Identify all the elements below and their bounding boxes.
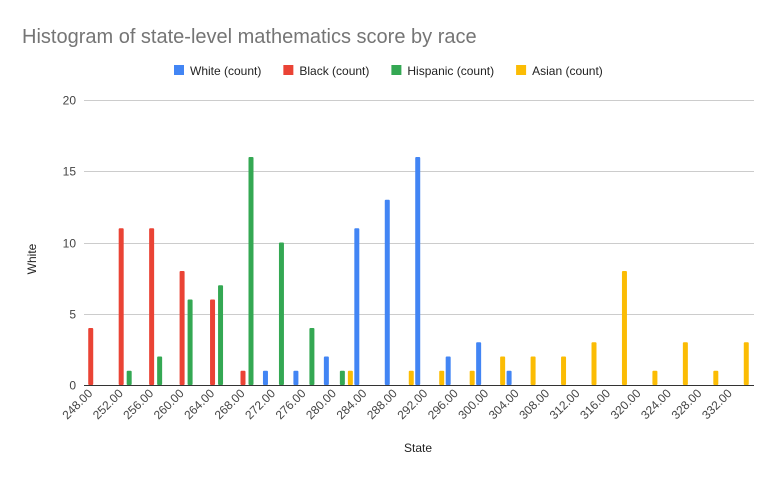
x-tick-label: 276.00: [273, 386, 309, 422]
x-tick-label: 264.00: [181, 386, 217, 422]
legend-item[interactable]: Asian (count): [516, 64, 603, 78]
x-tick-label: 332.00: [699, 386, 735, 422]
bar-white-300.00: [476, 342, 482, 385]
bar-asian-304.00: [530, 356, 536, 385]
bar-hispanic-264.00: [218, 285, 224, 385]
legend-label: Black (count): [299, 64, 369, 78]
legend-label: White (count): [190, 64, 261, 78]
bar-asian-332.00: [743, 342, 749, 385]
x-tick-label: 272.00: [242, 386, 278, 422]
x-tick-label: 268.00: [212, 386, 248, 422]
bar-white-296.00: [445, 356, 451, 385]
y-tick-label: 15: [63, 165, 77, 179]
bar-asian-300.00: [500, 356, 506, 385]
bar-asian-308.00: [561, 356, 567, 385]
bar-asian-324.00: [682, 342, 688, 385]
legend: White (count) Black (count) Hispanic (coun…: [174, 64, 603, 78]
x-tick-label: 256.00: [120, 386, 156, 422]
bar-asian-292.00: [439, 370, 445, 385]
x-tick-label: 280.00: [303, 386, 339, 422]
legend-swatch: [516, 65, 527, 75]
x-tick-label: 324.00: [638, 386, 674, 422]
bar-white-288.00: [384, 199, 390, 385]
bar-white-284.00: [354, 228, 360, 385]
y-tick-label: 10: [63, 237, 77, 251]
bar-black-248.00: [88, 328, 94, 385]
x-tick-label: 308.00: [516, 386, 552, 422]
bar-white-280.00: [323, 356, 329, 385]
bar-asian-328.00: [713, 370, 719, 385]
legend-item[interactable]: Hispanic (count): [391, 64, 494, 78]
x-tick-label: 288.00: [364, 386, 400, 422]
x-tick-label: 316.00: [577, 386, 613, 422]
y-tick-label: 20: [63, 94, 77, 108]
bar-black-264.00: [210, 299, 216, 385]
bar-asian-312.00: [591, 342, 597, 385]
bar-hispanic-268.00: [248, 157, 254, 385]
x-axis-title: State: [404, 441, 432, 455]
bar-hispanic-252.00: [126, 370, 132, 385]
x-tick-label: 260.00: [151, 386, 187, 422]
bar-black-252.00: [118, 228, 124, 385]
legend-label: Hispanic (count): [407, 64, 494, 78]
bar-black-268.00: [240, 370, 246, 385]
x-tick-label: 296.00: [425, 386, 461, 422]
legend-swatch: [174, 65, 184, 75]
legend-item[interactable]: Black (count): [283, 64, 369, 78]
bar-white-272.00: [262, 370, 268, 385]
x-axis-ticks: 248.00252.00256.00260.00264.00268.00272.…: [59, 386, 735, 422]
bar-white-292.00: [415, 157, 421, 385]
bar-hispanic-276.00: [309, 328, 315, 385]
x-tick-label: 304.00: [486, 386, 522, 422]
bar-asian-288.00: [408, 370, 414, 385]
x-tick-label: 248.00: [59, 386, 95, 422]
y-axis-ticks: 0 5 10 15 20: [63, 94, 77, 393]
bar-asian-280.00: [347, 370, 353, 385]
y-tick-label: 5: [69, 308, 76, 322]
bar-white-276.00: [293, 370, 299, 385]
x-tick-label: 292.00: [394, 386, 430, 422]
y-axis-title: White: [25, 243, 39, 274]
x-tick-label: 284.00: [334, 386, 370, 422]
bar-hispanic-256.00: [157, 356, 163, 385]
bars: [88, 157, 749, 385]
x-tick-label: 312.00: [547, 386, 583, 422]
bar-hispanic-280.00: [339, 370, 345, 385]
bar-white-304.00: [506, 370, 512, 385]
x-tick-label: 300.00: [455, 386, 491, 422]
x-tick-label: 320.00: [608, 386, 644, 422]
x-tick-label: 328.00: [669, 386, 705, 422]
bar-black-256.00: [149, 228, 155, 385]
legend-label: Asian (count): [532, 64, 603, 78]
legend-swatch: [283, 65, 294, 75]
y-tick-label: 0: [69, 379, 76, 393]
bar-asian-296.00: [469, 370, 475, 385]
bar-asian-320.00: [652, 370, 658, 385]
bar-hispanic-260.00: [187, 299, 193, 385]
bar-hispanic-272.00: [278, 242, 284, 385]
legend-item[interactable]: White (count): [174, 64, 261, 78]
legend-swatch: [391, 65, 402, 75]
chart-title: Histogram of state-level mathematics sco…: [22, 26, 477, 48]
bar-black-260.00: [179, 271, 185, 385]
x-tick-label: 252.00: [90, 386, 126, 422]
bar-asian-316.00: [621, 271, 627, 385]
